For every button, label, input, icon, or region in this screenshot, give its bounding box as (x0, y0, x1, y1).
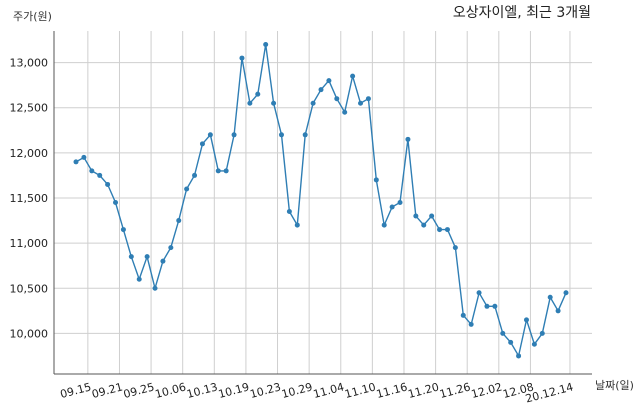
data-point (358, 100, 364, 106)
data-point (231, 132, 237, 138)
x-tick-label: 10.19 (217, 380, 251, 401)
data-point (500, 330, 506, 336)
data-point (389, 204, 395, 210)
data-point (263, 42, 269, 48)
data-point (421, 222, 427, 228)
y-tick-label: 10,500 (10, 282, 49, 295)
x-axis-title: 날짜(일) (595, 378, 634, 392)
data-point (334, 96, 340, 102)
data-point (429, 213, 435, 219)
data-point (318, 87, 324, 93)
data-point (397, 200, 403, 205)
y-tick-labels: 10,000 10,500 11,000 11,500 12,000 12,500 13,0… (10, 57, 49, 341)
data-point (468, 321, 474, 327)
data-point (365, 96, 371, 102)
y-tick-label: 13,000 (10, 57, 49, 70)
data-point (120, 227, 126, 233)
data-point (460, 312, 466, 318)
data-point (492, 303, 498, 309)
axes (53, 31, 592, 375)
x-tick-label: 10.13 (185, 380, 219, 401)
data-point (539, 330, 545, 336)
data-point (342, 109, 348, 115)
x-tick-label: 10.06 (154, 380, 188, 401)
x-tick-label: 10.29 (280, 380, 314, 401)
x-tick-label: 09.21 (90, 380, 124, 401)
data-point (326, 78, 332, 84)
x-tick-label: 11.20 (407, 380, 441, 401)
data-point (350, 73, 356, 79)
data-point (184, 186, 190, 192)
data-point (413, 213, 419, 219)
data-point (563, 290, 569, 296)
grid (54, 31, 592, 374)
y-axis-title: 주가(원) (13, 10, 52, 23)
x-tick-label: 11.10 (343, 380, 377, 401)
data-point (278, 132, 284, 138)
data-point (452, 245, 458, 251)
data-point (247, 100, 253, 106)
data-point (113, 200, 119, 205)
y-tick-label: 12,000 (10, 147, 49, 160)
x-tick-label: 09.25 (122, 380, 156, 401)
data-point (89, 168, 95, 174)
data-point (294, 222, 300, 228)
data-point (405, 136, 411, 142)
price-series (73, 42, 569, 359)
x-tick-label: 12.02 (470, 380, 504, 401)
chart-title: 오상자이엘, 최근 3개월 (453, 5, 591, 21)
x-tick-label: 10.23 (249, 380, 283, 401)
x-tick-label: 11.16 (375, 380, 409, 401)
data-point (516, 353, 522, 359)
data-point (508, 339, 514, 345)
data-point (168, 245, 174, 251)
x-tick-label: 11.26 (438, 380, 472, 401)
data-point (255, 91, 261, 97)
data-point (555, 308, 561, 314)
y-tick-label: 10,000 (10, 327, 49, 340)
x-tick-label: 11.04 (312, 380, 346, 401)
data-point (476, 290, 482, 296)
data-point (223, 168, 229, 174)
data-point (192, 172, 198, 178)
data-point (97, 172, 103, 178)
data-point (160, 258, 166, 264)
data-point (523, 317, 529, 323)
data-point (215, 168, 221, 174)
data-point (547, 294, 553, 300)
data-point (531, 341, 537, 347)
data-point (207, 132, 213, 138)
data-point (176, 218, 182, 224)
x-tick-label: 09.15 (59, 380, 93, 401)
data-point (144, 254, 150, 260)
y-tick-label: 12,500 (10, 102, 49, 115)
data-point (152, 285, 158, 291)
data-point (373, 177, 379, 183)
data-point (302, 132, 308, 138)
data-point (286, 209, 292, 215)
data-point (484, 303, 490, 309)
data-point (271, 100, 277, 106)
data-point (199, 141, 205, 147)
data-point (239, 55, 245, 61)
y-tick-label: 11,000 (10, 237, 49, 250)
data-point (81, 154, 87, 160)
y-tick-label: 11,500 (10, 192, 49, 205)
data-point (310, 100, 316, 106)
data-point (136, 276, 142, 282)
data-point (128, 254, 134, 260)
data-point (437, 227, 443, 233)
data-point (105, 181, 111, 187)
data-point (444, 227, 450, 233)
x-tick-labels: 09.1509.2109.2510.0610.1310.1910.2310.29… (59, 380, 575, 405)
data-point (381, 222, 387, 228)
data-point (73, 159, 79, 165)
